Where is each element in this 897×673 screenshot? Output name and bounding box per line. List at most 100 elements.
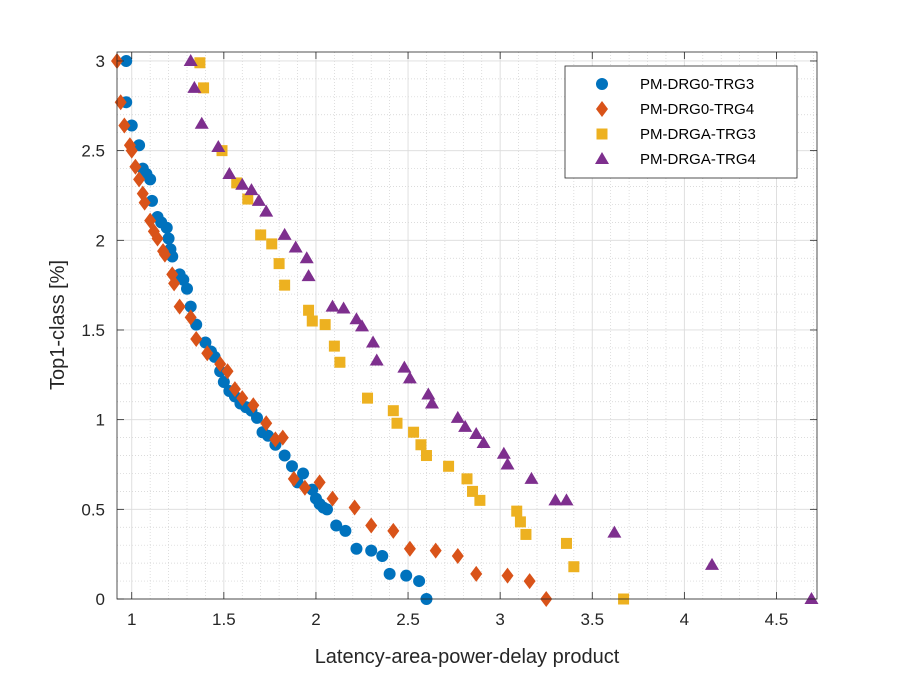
data-point [299, 251, 314, 264]
data-point [402, 371, 417, 384]
data-point [244, 183, 259, 196]
plot-frame [116, 51, 818, 600]
data-point [319, 319, 331, 331]
series-pm-drga-trg4 [183, 53, 819, 604]
data-point [120, 54, 133, 67]
data-point [520, 528, 532, 540]
data-point [125, 119, 138, 132]
data-point [228, 381, 241, 398]
data-point [387, 522, 400, 539]
data-point [524, 471, 539, 484]
data-point [168, 275, 181, 292]
x-tick-label: 2 [311, 610, 320, 629]
data-point [369, 353, 384, 366]
data-point [247, 397, 260, 414]
x-axis-label: Latency-area-power-delay product [315, 646, 620, 668]
data-point [221, 363, 234, 380]
data-point [184, 300, 197, 313]
series-pm-drg0-trg4 [111, 52, 553, 607]
data-point [211, 140, 226, 153]
data-point [451, 547, 464, 564]
y-tick-label: 0 [96, 590, 105, 609]
legend-entry-label: PM-DRGA-TRG4 [640, 151, 756, 168]
data-point [355, 319, 369, 332]
data-point [236, 390, 249, 407]
data-point [500, 457, 515, 470]
data-point [214, 356, 227, 373]
data-point [511, 505, 523, 517]
y-tick-label: 2.5 [81, 142, 105, 161]
data-point [421, 387, 436, 400]
data-point [476, 435, 491, 448]
data-point [269, 431, 282, 448]
data-point [313, 474, 326, 491]
data-point [133, 139, 146, 152]
data-point [336, 301, 351, 314]
data-point [199, 336, 212, 349]
minor-grid [117, 52, 817, 599]
data-point [144, 173, 157, 186]
data-point [138, 194, 151, 211]
data-point [420, 450, 432, 462]
y-axis-label: Top1-class [%] [47, 260, 69, 390]
legend-marker-circle-icon [596, 78, 608, 90]
data-point [194, 57, 206, 69]
data-point [306, 315, 318, 327]
data-point [297, 467, 310, 480]
legend-entry-label: PM-DRG0-TRG4 [640, 101, 754, 118]
data-point [366, 335, 381, 348]
data-point [260, 415, 273, 432]
legend-marker-diamond-icon [596, 101, 608, 117]
data-point [403, 540, 416, 557]
data-point [273, 258, 285, 270]
data-point [365, 517, 378, 534]
data-point [523, 573, 536, 590]
data-point [349, 312, 364, 325]
data-point [187, 80, 202, 93]
data-point [365, 544, 378, 557]
data-point [429, 542, 442, 559]
data-point [222, 166, 237, 179]
data-point [496, 446, 511, 459]
x-tick-label: 4.5 [765, 610, 789, 629]
data-point [129, 158, 142, 175]
data-point [559, 493, 574, 506]
data-point [548, 493, 563, 506]
data-point [231, 177, 243, 189]
y-tick-label: 1.5 [81, 321, 105, 340]
data-point [301, 269, 316, 282]
data-point [325, 299, 340, 312]
data-point [298, 479, 311, 496]
axis-ticks [117, 52, 817, 600]
data-point [362, 392, 374, 404]
data-point [501, 567, 514, 584]
data-point [133, 171, 146, 188]
data-point [328, 340, 340, 352]
data-point [242, 193, 254, 205]
data-point [160, 221, 173, 234]
data-point [350, 542, 363, 555]
data-point [277, 227, 292, 240]
data-point [125, 142, 138, 159]
data-point [705, 557, 719, 570]
y-tick-label: 0.5 [81, 500, 105, 519]
data-point [288, 240, 303, 253]
data-point [458, 419, 473, 432]
data-point [259, 204, 274, 217]
data-point [287, 470, 300, 487]
data-point [450, 410, 465, 423]
series-layer [111, 52, 819, 607]
data-point [408, 426, 420, 438]
data-point [251, 193, 266, 206]
data-point [339, 524, 352, 537]
data-point [235, 177, 250, 190]
data-point [470, 565, 483, 582]
legend-marker-square-icon [596, 128, 608, 140]
y-tick-label: 2 [96, 231, 105, 250]
data-point [217, 375, 230, 388]
data-point [391, 417, 403, 429]
x-tick-label: 2.5 [396, 610, 420, 629]
data-point [198, 82, 210, 94]
data-point [177, 273, 190, 286]
data-point [321, 503, 333, 516]
